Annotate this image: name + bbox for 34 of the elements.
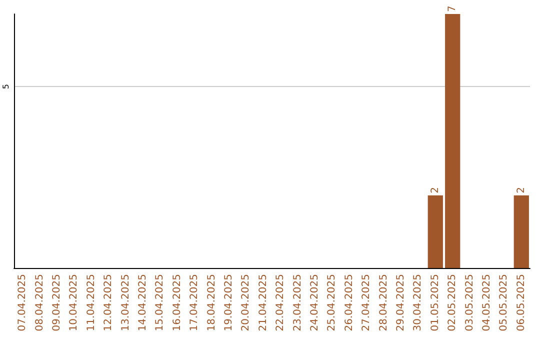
x-tick-label: 24.04.2025 <box>310 274 320 332</box>
x-tick-label: 07.04.2025 <box>17 274 28 332</box>
x-tick-label: 08.04.2025 <box>34 274 46 332</box>
x-tick-label: 13.04.2025 <box>120 274 132 332</box>
x-tick-label: 15.04.2025 <box>154 274 166 332</box>
x-tick-label: 30.04.2025 <box>412 274 424 332</box>
x-tick-label: 23.04.2025 <box>292 274 304 332</box>
x-tick-label: 26.04.2025 <box>344 274 355 332</box>
x-tick-label: 11.04.2025 <box>86 274 97 332</box>
data-label: 7 <box>447 6 458 12</box>
x-tick-label: 29.04.2025 <box>396 274 406 332</box>
x-tick-label: 12.04.2025 <box>103 274 114 332</box>
x-tick-label: 04.05.2025 <box>482 274 492 332</box>
x-tick-label: 10.04.2025 <box>68 274 80 332</box>
x-tick-label: 27.04.2025 <box>361 274 372 332</box>
x-tick-label: 19.04.2025 <box>224 274 234 332</box>
x-tick-label: 14.04.2025 <box>138 274 148 332</box>
x-tick-label: 25.04.2025 <box>326 274 338 332</box>
x-tick-label: 09.04.2025 <box>52 274 62 332</box>
y-tick-label: 5 <box>2 84 10 90</box>
x-tick-label: 05.05.2025 <box>498 274 510 332</box>
x-tick-label: 17.04.2025 <box>189 274 200 332</box>
x-tick-label: 06.05.2025 <box>516 274 527 332</box>
x-tick-label: 03.05.2025 <box>464 274 476 332</box>
x-tick-label: 02.05.2025 <box>447 274 458 332</box>
x-tick-label: 22.04.2025 <box>275 274 286 332</box>
data-label: 2 <box>516 187 527 194</box>
data-label: 2 <box>430 187 441 194</box>
x-tick-label: 01.05.2025 <box>430 274 441 332</box>
x-tick-label: 18.04.2025 <box>206 274 218 332</box>
x-tick-label: 16.04.2025 <box>172 274 183 332</box>
x-tick-label: 20.04.2025 <box>240 274 252 332</box>
x-tick-label: 21.04.2025 <box>258 274 269 332</box>
x-tick-label: 28.04.2025 <box>378 274 390 332</box>
